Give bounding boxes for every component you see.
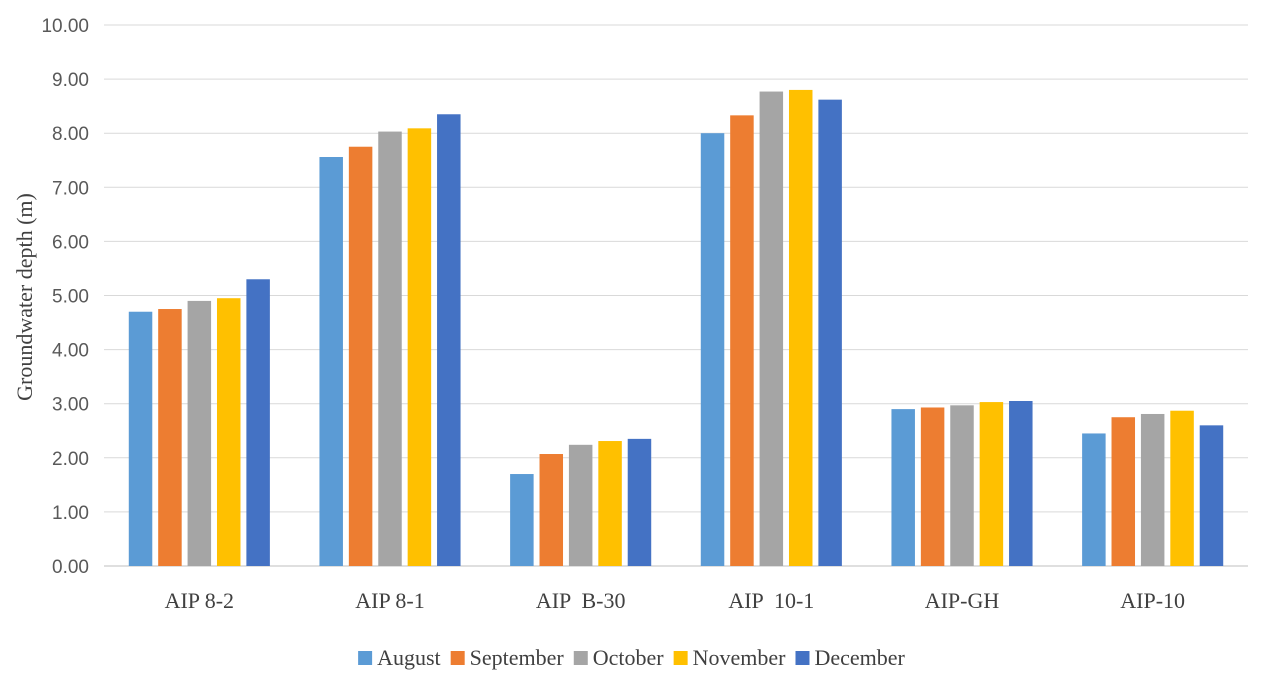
bar-september-2	[539, 454, 564, 566]
bar-november-2	[598, 441, 622, 566]
y-tick-label: 8.00	[52, 124, 89, 145]
bars	[128, 89, 1224, 567]
bar-october-2	[568, 444, 593, 566]
bar-november-4	[979, 402, 1004, 566]
bar-august-5	[1082, 433, 1106, 566]
bar-august-0	[128, 311, 153, 566]
y-tick-label: 5.00	[52, 287, 89, 308]
x-tick-label: AIP 8-1	[355, 588, 424, 613]
bar-october-1	[378, 131, 402, 566]
bar-december-3	[818, 99, 842, 567]
y-tick-label: 2.00	[52, 449, 89, 470]
bar-december-0	[246, 279, 270, 566]
x-tick-label: AIP 8-2	[165, 588, 234, 613]
legend-swatch	[450, 651, 465, 665]
bar-august-3	[700, 133, 725, 566]
x-tick-label: AIP-GH	[925, 588, 1000, 613]
x-tick-label: AIP B-30	[536, 588, 626, 613]
bar-december-5	[1199, 425, 1224, 566]
y-tick-label: 3.00	[52, 395, 89, 416]
bar-october-0	[187, 300, 212, 566]
bar-september-0	[158, 309, 182, 566]
bar-december-2	[627, 438, 652, 566]
legend-label: November	[693, 645, 787, 670]
bar-october-5	[1140, 413, 1165, 566]
y-axis-ticks: 0.00 1.00 2.00 3.00 4.00 5.00 6.00 7.00 8.00 9.00…	[41, 16, 89, 578]
y-tick-label: 1.00	[52, 503, 89, 524]
x-tick-label: AIP-10	[1120, 588, 1185, 613]
bar-august-4	[891, 409, 915, 566]
legend: August September October November December	[358, 645, 906, 670]
bar-august-1	[319, 157, 343, 566]
x-axis-ticks: AIP 8-2 AIP 8-1 AIP B-30 AIP 10-1 AIP-GH AIP-…	[165, 588, 1185, 613]
y-tick-label: 4.00	[52, 341, 89, 362]
y-tick-label: 9.00	[52, 70, 89, 91]
bar-august-2	[510, 474, 534, 566]
y-tick-label: 6.00	[52, 232, 89, 253]
y-tick-label: 7.00	[52, 178, 89, 199]
gridlines	[104, 24, 1248, 567]
y-axis-title: Groundwater depth (m)	[12, 193, 37, 401]
bar-november-1	[407, 128, 432, 566]
legend-swatch	[795, 651, 810, 665]
bar-september-1	[348, 146, 373, 566]
legend-swatch	[573, 651, 588, 665]
bar-december-1	[437, 114, 461, 566]
legend-swatch	[358, 651, 373, 665]
bar-september-3	[730, 115, 754, 567]
legend-label: September	[470, 645, 565, 670]
bar-october-4	[950, 405, 974, 566]
y-tick-label: 0.00	[52, 557, 89, 578]
bar-november-5	[1170, 410, 1194, 566]
bar-september-5	[1111, 417, 1136, 566]
y-tick-label: 10.00	[41, 16, 89, 37]
x-tick-label: AIP 10-1	[728, 588, 814, 613]
bar-november-3	[788, 89, 813, 567]
legend-label: October	[593, 645, 665, 670]
legend-swatch	[673, 651, 688, 665]
bar-december-4	[1009, 400, 1033, 566]
bar-october-3	[759, 91, 784, 566]
bar-september-4	[920, 407, 945, 566]
legend-label: December	[814, 645, 905, 670]
bar-november-0	[216, 298, 241, 566]
legend-label: August	[377, 645, 441, 670]
